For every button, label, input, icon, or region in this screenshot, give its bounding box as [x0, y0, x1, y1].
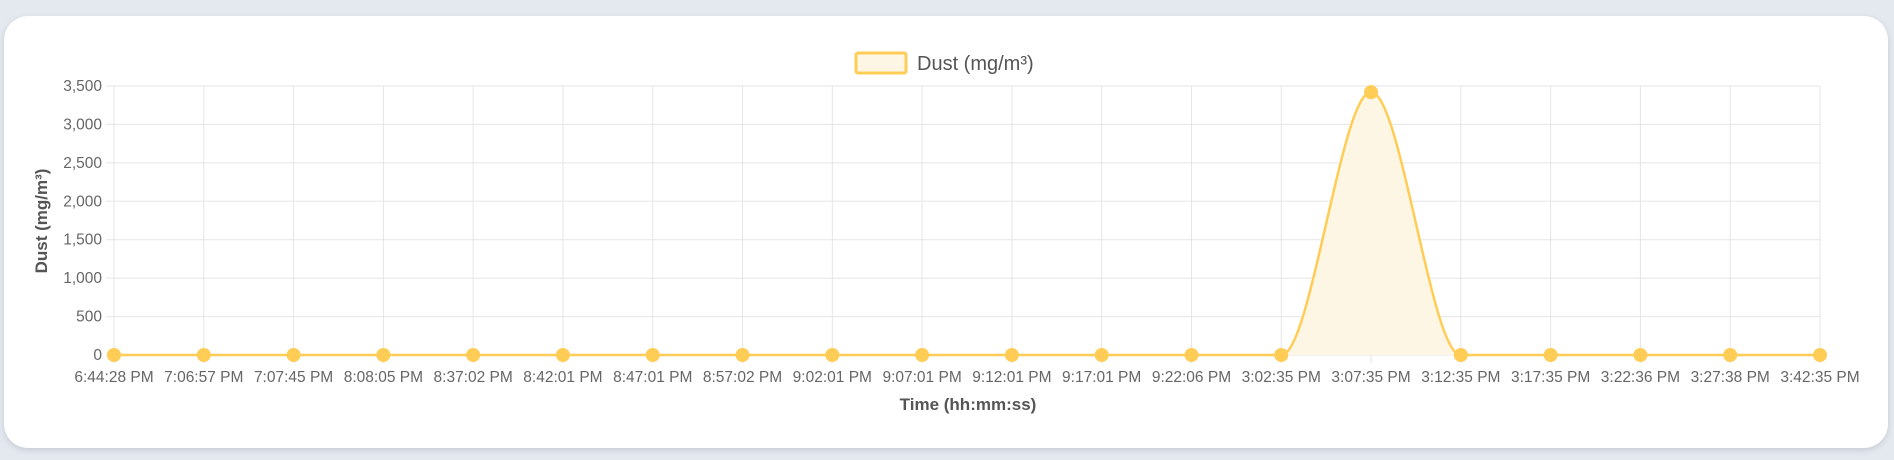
data-point[interactable]: [915, 348, 930, 362]
chart-card: 0 500 1,000 1,500 2,000 2,500 3,000 3,500 6:44:…: [4, 16, 1888, 448]
data-point[interactable]: [1364, 85, 1379, 100]
data-point[interactable]: [1274, 348, 1289, 362]
x-tick-labels: 6:44:28 PM 7:06:57 PM 7:07:45 PM 8:08:05 PM…: [74, 369, 1859, 386]
legend-label: Dust (mg/m³): [917, 53, 1034, 75]
x-tick-label: 7:06:57 PM: [164, 369, 243, 386]
data-point[interactable]: [466, 348, 481, 362]
x-tick-label: 9:17:01 PM: [1062, 369, 1141, 386]
data-point[interactable]: [196, 348, 211, 362]
data-point[interactable]: [1723, 348, 1738, 362]
area-fill: [114, 92, 1820, 356]
data-point[interactable]: [1453, 348, 1468, 362]
data-point[interactable]: [1543, 348, 1558, 362]
x-tick-label: 9:07:01 PM: [882, 369, 961, 386]
y-tick-label: 0: [93, 347, 102, 364]
y-tick-label: 1,000: [63, 270, 102, 287]
series-area: [114, 90, 1820, 357]
x-tick-label: 3:02:35 PM: [1242, 369, 1321, 386]
data-point[interactable]: [1094, 348, 1109, 362]
y-tick-label: 500: [76, 309, 102, 326]
x-tick-label: 9:22:06 PM: [1152, 369, 1231, 386]
x-tick-label: 8:08:05 PM: [344, 369, 423, 386]
x-tick-label: 8:57:02 PM: [703, 369, 782, 386]
series-line: [114, 90, 1820, 357]
y-tick-label: 3,500: [63, 78, 102, 95]
data-point[interactable]: [1184, 348, 1199, 362]
x-tick-label: 6:44:28 PM: [74, 369, 153, 386]
data-point[interactable]: [1004, 348, 1019, 362]
dust-chart: 0 500 1,000 1,500 2,000 2,500 3,000 3,500 6:44:…: [32, 51, 1860, 414]
x-tick-label: 3:27:38 PM: [1691, 369, 1770, 386]
data-point[interactable]: [286, 348, 301, 362]
data-point[interactable]: [825, 348, 840, 362]
data-point[interactable]: [107, 348, 121, 362]
y-tick-label: 2,500: [63, 155, 102, 172]
y-tick-label: 2,000: [63, 193, 102, 210]
data-point[interactable]: [735, 348, 750, 362]
data-point[interactable]: [555, 348, 570, 362]
y-tick-labels: 0 500 1,000 1,500 2,000 2,500 3,000 3,500: [63, 78, 102, 364]
x-tick-label: 8:47:01 PM: [613, 369, 692, 386]
x-tick-label: 9:12:01 PM: [972, 369, 1051, 386]
data-point[interactable]: [376, 348, 391, 362]
x-tick-label: 7:07:45 PM: [254, 369, 333, 386]
data-points: [107, 85, 1827, 362]
x-tick-label: 9:02:01 PM: [793, 369, 872, 386]
legend[interactable]: Dust (mg/m³): [854, 51, 1034, 75]
data-point[interactable]: [1633, 348, 1648, 362]
y-tick-label: 1,500: [63, 232, 102, 249]
x-tick-label: 8:42:01 PM: [523, 369, 602, 386]
x-tick-label: 3:07:35 PM: [1331, 369, 1410, 386]
y-tick-label: 3,000: [63, 116, 102, 133]
y-axis-title: Dust (mg/m³): [32, 169, 51, 274]
x-tick-label: 3:42:35 PM: [1780, 369, 1859, 386]
data-point[interactable]: [1813, 348, 1827, 362]
x-tick-label: 3:17:35 PM: [1511, 369, 1590, 386]
data-point[interactable]: [645, 348, 660, 362]
legend-swatch: [854, 51, 908, 75]
grid-lines: [106, 85, 1821, 363]
x-tick-label: 3:12:35 PM: [1421, 369, 1500, 386]
x-axis-title: Time (hh:mm:ss): [900, 395, 1037, 414]
x-tick-label: 3:22:36 PM: [1601, 369, 1680, 386]
x-tick-label: 8:37:02 PM: [434, 369, 513, 386]
